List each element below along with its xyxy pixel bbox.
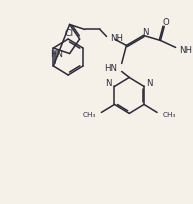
Text: NH: NH bbox=[110, 34, 123, 43]
Text: N: N bbox=[142, 28, 149, 37]
Text: CH₃: CH₃ bbox=[163, 112, 176, 118]
Text: HN: HN bbox=[50, 50, 63, 59]
Text: HN: HN bbox=[104, 64, 117, 73]
Text: NH: NH bbox=[179, 46, 192, 55]
Text: N: N bbox=[106, 79, 112, 88]
Text: CH₃: CH₃ bbox=[82, 112, 96, 118]
Text: O: O bbox=[163, 18, 169, 27]
Text: N: N bbox=[146, 79, 153, 88]
Text: Cl: Cl bbox=[64, 29, 74, 38]
